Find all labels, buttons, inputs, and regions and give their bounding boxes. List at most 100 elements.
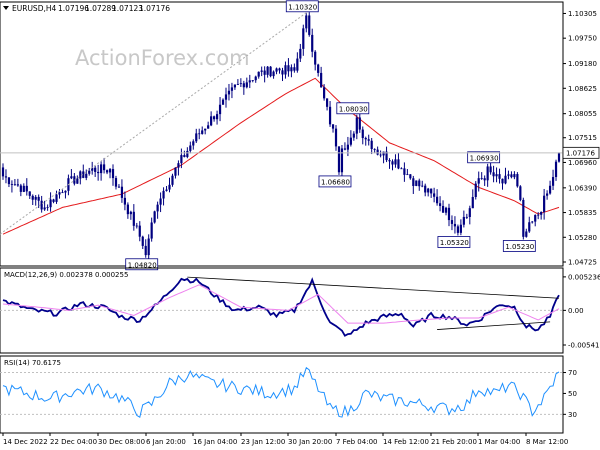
candle-body — [501, 178, 504, 184]
candle-body — [201, 130, 204, 134]
candle-body — [269, 66, 272, 77]
candle-body — [382, 151, 385, 156]
candle-body — [337, 146, 341, 173]
candle-body — [513, 174, 516, 178]
candle-body — [135, 225, 138, 227]
price-axis-label: 1.07515 — [568, 134, 597, 142]
time-axis-label: 1 Mar 04:00 — [478, 438, 520, 446]
candle-body — [543, 195, 546, 212]
candle-body — [156, 204, 159, 212]
candle-body — [477, 178, 480, 184]
time-axis-label: 6 Jan 20:00 — [146, 438, 186, 446]
candle-body — [486, 166, 489, 181]
price-axis: 1.10305 1.09750 1.09180 1.08625 1.08055 1.075… — [563, 10, 597, 267]
price-annotation-box — [318, 175, 352, 188]
candle-body — [126, 204, 129, 215]
candle-body — [299, 48, 302, 59]
candle-body — [450, 220, 454, 224]
candle-body — [459, 224, 462, 233]
candle-body — [421, 185, 424, 187]
candle-body — [114, 178, 118, 187]
candle-body — [453, 223, 457, 227]
candle-body — [233, 84, 237, 88]
candle-body — [525, 231, 528, 237]
candle-body — [325, 98, 329, 107]
time-axis-label: 30 Jan 20:00 — [288, 438, 332, 446]
time-axis: 14 Dec 2022 22 Dec 04:00 30 Dec 08:00 6 Jan… — [2, 433, 568, 446]
candle-body — [418, 180, 421, 187]
candle-body — [504, 175, 507, 184]
candle-body — [364, 137, 367, 140]
candle-body — [311, 34, 314, 52]
price-annotation-label: 1.08030 — [339, 105, 368, 113]
candle-body — [1, 167, 5, 177]
candle-body — [94, 167, 97, 172]
candle-body — [49, 199, 52, 208]
candle-body — [215, 114, 219, 120]
price-axis-label: 1.09750 — [568, 35, 597, 43]
rsi-levels-layer — [0, 372, 563, 415]
candle-body — [13, 184, 16, 186]
macd-title: MACD(12,26,9) 0.002378 0.000255 — [4, 271, 128, 279]
rsi-panel-frame — [0, 355, 564, 434]
time-axis-label: 22 Dec 04:00 — [50, 438, 97, 446]
candle-body — [111, 169, 115, 179]
candle-body — [266, 66, 269, 75]
collapse-arrow-icon[interactable] — [3, 6, 9, 10]
time-axis-label: 16 Jan 04:00 — [193, 438, 237, 446]
macd-panel: 0.005236 0.00 -0.005416 MACD(12,26,9) 0.00… — [0, 267, 600, 354]
macd-signal-line — [2, 284, 560, 324]
price-axis-label: 1.05280 — [568, 234, 597, 242]
candle-body — [40, 200, 43, 210]
candle-body — [522, 199, 525, 237]
candle-body — [34, 196, 37, 200]
price-axis-label: 1.08625 — [568, 85, 597, 93]
candle-body — [213, 116, 216, 120]
time-axis-label: 30 Dec 08:00 — [98, 438, 145, 446]
candle-body — [25, 185, 28, 192]
candle-body — [367, 139, 370, 141]
candle-body — [88, 170, 91, 174]
time-axis-label: 14 Feb 12:00 — [383, 438, 429, 446]
candle-body — [370, 140, 373, 149]
rsi-line — [2, 366, 560, 418]
candle-body — [385, 151, 388, 161]
candle-body — [165, 189, 168, 191]
candle-body — [456, 226, 460, 233]
candle-body — [435, 196, 439, 204]
price-annotation-box — [336, 102, 370, 115]
candle-body — [519, 186, 522, 200]
candle-body — [438, 203, 442, 206]
candle-body — [388, 160, 391, 162]
candle-body — [334, 128, 338, 147]
candle-body — [16, 184, 19, 186]
candle-body — [290, 67, 293, 72]
rsi-axis: 70 50 30 — [563, 369, 577, 419]
candle-body — [123, 197, 127, 205]
macd-axis: 0.005236 0.00 -0.005416 — [563, 273, 600, 349]
candle-body — [447, 207, 451, 221]
price-title: EURUSD,H4 — [12, 4, 56, 13]
candle-body — [340, 148, 344, 173]
candle-body — [79, 171, 82, 179]
candle-body — [510, 174, 513, 178]
candle-body — [308, 15, 311, 35]
candle-body — [415, 180, 418, 186]
candle-body — [293, 67, 296, 71]
candle-body — [147, 238, 150, 256]
candle-body — [314, 51, 317, 65]
candle-body — [361, 129, 364, 138]
candle-body — [97, 171, 100, 174]
candle-body — [400, 168, 403, 170]
candle-body — [171, 175, 174, 185]
candle-body — [433, 193, 436, 197]
candle-body — [507, 174, 510, 176]
price-axis-label: 1.10305 — [568, 10, 597, 18]
candle-body — [331, 124, 335, 129]
macd-line — [2, 277, 560, 337]
rsi-title: RSI(14) 70.6175 — [4, 359, 61, 367]
rsi-panel: 70 50 30 RSI(14) 70.6175 — [0, 355, 577, 434]
candle-body — [55, 194, 58, 202]
candle-body — [28, 191, 31, 196]
candle-body — [346, 144, 349, 150]
